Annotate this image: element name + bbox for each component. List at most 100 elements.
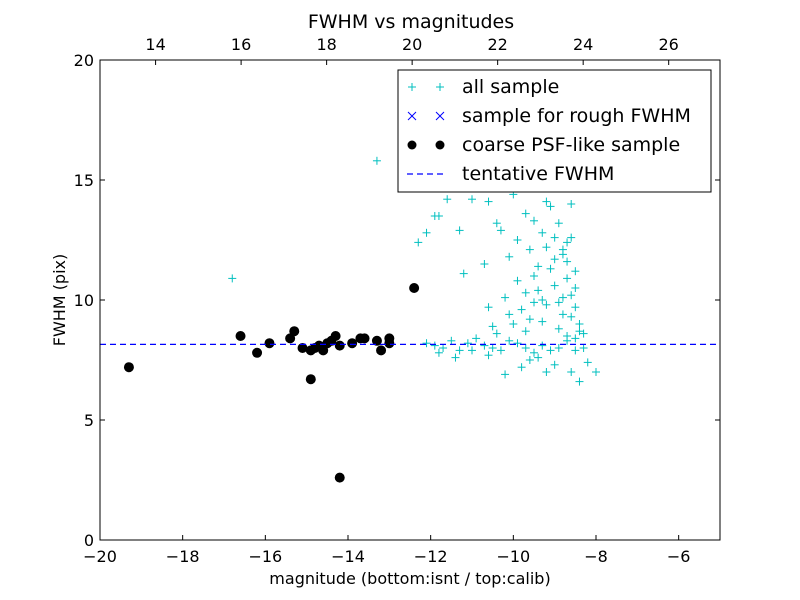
x-tick-label: −14 (331, 547, 365, 566)
all-sample-point (592, 368, 600, 376)
x-tick-label: −12 (414, 547, 448, 566)
all-sample-point (563, 274, 572, 283)
all-sample-point (558, 293, 567, 302)
all-sample-point (492, 219, 501, 228)
psf-like-point (330, 331, 341, 341)
all-sample-point (579, 329, 588, 338)
all-sample-point (530, 298, 538, 307)
all-sample-point (472, 334, 481, 343)
all-sample-point (439, 344, 448, 352)
all-sample-point (583, 358, 592, 367)
legend-marker-rough (407, 111, 417, 121)
all-sample-point (530, 348, 538, 357)
all-sample-point (567, 291, 576, 300)
all-sample-point (571, 267, 580, 276)
all-sample-point (554, 344, 563, 352)
legend-marker-rough (435, 111, 445, 121)
all-sample-point (501, 370, 510, 379)
all-sample-point (563, 332, 572, 340)
psf-like-point (409, 283, 420, 293)
all-sample-point (534, 353, 543, 362)
all-sample-point (228, 274, 237, 283)
all-sample-point (558, 245, 567, 254)
all-sample-point (575, 320, 584, 328)
y-tick-label: 0 (84, 531, 94, 550)
all-sample-point (434, 348, 443, 357)
top-x-tick-label: 18 (316, 35, 336, 54)
all-sample-point (451, 353, 460, 362)
all-sample-point (550, 255, 559, 264)
x-tick-label: −6 (667, 547, 691, 566)
all-sample-point (443, 195, 452, 204)
all-sample-point (571, 346, 580, 355)
y-tick-label: 10 (74, 291, 94, 310)
all-sample-point (571, 334, 580, 343)
all-sample-point (484, 303, 493, 312)
axes-layer: −20 −18 −16 −14 −12 −10 −8 −6 14 16 18 20 22 24 26 0 5 10… (74, 35, 720, 566)
legend-box (397, 69, 712, 193)
x-tick-label: −10 (496, 547, 530, 566)
all-sample-point (525, 356, 534, 364)
all-sample-point (468, 195, 476, 204)
psf-like-point (334, 340, 345, 351)
all-sample-point (505, 310, 514, 319)
all-sample-point (484, 351, 493, 360)
all-sample-point (550, 233, 559, 242)
legend-label: coarse PSF-like sample (462, 134, 680, 156)
all-sample-point (567, 368, 576, 376)
all-sample-point (575, 327, 584, 336)
top-x-tick-label: 26 (659, 35, 679, 54)
all-sample-point (480, 260, 489, 268)
all-sample-point (542, 368, 551, 376)
psf-like-point (289, 326, 300, 337)
all-sample-point (534, 262, 543, 271)
all-sample-point (496, 226, 505, 235)
all-sample-point (530, 272, 538, 280)
all-sample-point (480, 341, 489, 350)
all-sample-point (538, 296, 547, 304)
psf-like-point (376, 345, 387, 356)
all-sample-point (554, 298, 563, 307)
all-sample-point (521, 209, 530, 218)
all-sample-point (546, 264, 555, 273)
top-x-tick-label: 24 (573, 35, 593, 54)
all-sample-point (525, 245, 534, 254)
all-sample-point (492, 329, 501, 338)
all-sample-point (505, 252, 514, 261)
psf-like-point (123, 362, 134, 373)
all-sample-point (575, 377, 584, 386)
all-sample-point (521, 288, 530, 297)
all-sample-point (455, 346, 464, 355)
x-tick-label: −16 (248, 547, 282, 566)
all-sample-point (554, 219, 563, 228)
all-sample-point (558, 310, 567, 319)
psf-like-point (359, 333, 370, 344)
all-sample-point (525, 315, 534, 324)
all-sample-point (538, 341, 547, 350)
all-sample-point (459, 269, 468, 278)
legend-label: sample for rough FWHM (462, 105, 691, 127)
psf-like-point (347, 338, 358, 349)
all-sample-point (550, 281, 559, 290)
y-tick-label: 5 (84, 411, 94, 430)
all-sample-point (434, 212, 443, 220)
all-sample-point (422, 339, 431, 348)
legend: all sample sample for rough FWHM coarse PS… (397, 69, 712, 193)
all-sample-point (455, 226, 464, 235)
x-tick-label: −8 (584, 547, 608, 566)
psf-like-point (305, 374, 316, 385)
legend-label: tentative FWHM (462, 163, 614, 185)
all-sample-point (546, 202, 555, 211)
all-sample-point (488, 322, 497, 331)
all-sample-point (567, 312, 576, 321)
all-sample-point (501, 293, 510, 302)
top-x-tick-label: 14 (145, 35, 165, 54)
all-sample-point (521, 327, 530, 336)
all-sample-point (513, 339, 522, 348)
y-tick-label: 15 (74, 171, 94, 190)
psf-like-point (264, 338, 275, 349)
all-sample-point (372, 156, 381, 165)
data-layer (100, 156, 720, 483)
all-sample-point (567, 200, 576, 208)
